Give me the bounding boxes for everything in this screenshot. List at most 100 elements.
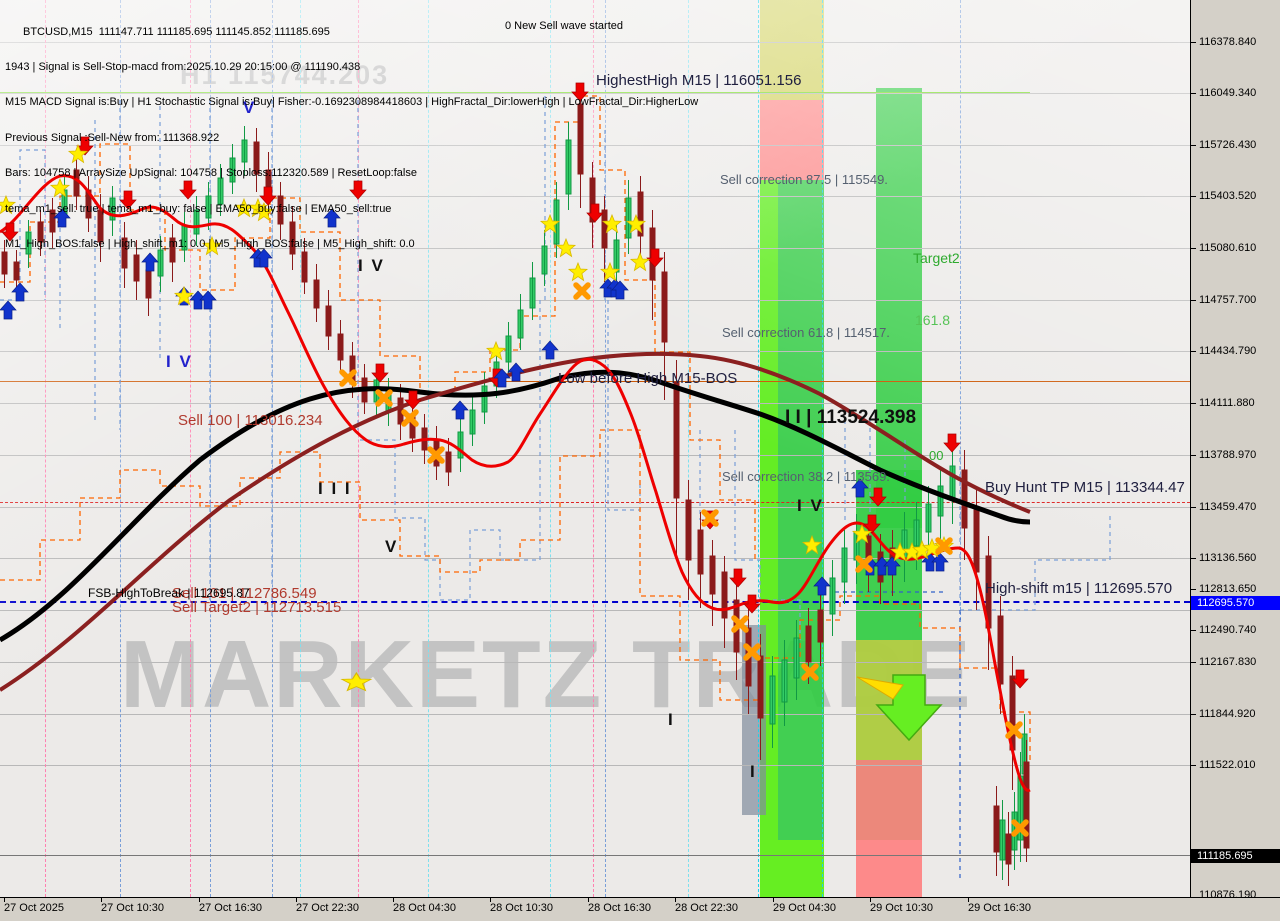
header-line-6: tema_m1_sell: true | tema_m1_buy: false … [5, 202, 392, 215]
price-tick: 112167.830 [1199, 656, 1257, 668]
price-tick: 111844.920 [1199, 708, 1256, 720]
buy-hunt-tp-line [0, 502, 1190, 503]
wave-marker-iv-upper: I V [358, 256, 385, 275]
header-line-4: Previous Signal :Sell-New from: 111368.9… [5, 131, 220, 144]
vgrid-session [550, 0, 552, 897]
wave-marker-iv-lower: I V [797, 496, 824, 515]
price-tick: 116049.340 [1199, 87, 1257, 99]
annotation-high-shift: High-shift m15 | 112695.570 [985, 580, 1173, 597]
time-tick: 29 Oct 10:30 [870, 902, 933, 914]
zone-red-upper [760, 100, 824, 180]
watermark-sub: H1 115744.203 [180, 60, 390, 90]
price-tick: 112813.650 [1199, 583, 1257, 595]
zone-green-target [876, 88, 922, 528]
hgrid-line [0, 145, 1190, 146]
annotation-sell-target2: Sell Target2 | 112713.515 [172, 599, 342, 616]
chart-info-header: BTCUSD,M15 111147.711 111185.695 111145.… [5, 3, 698, 274]
zone-red-lower [856, 760, 922, 897]
vgrid-session [45, 0, 47, 897]
annotation-161-8: 161.8 [915, 312, 951, 328]
price-tick: 114757.700 [1199, 294, 1257, 306]
time-tick: 27 Oct 10:30 [101, 902, 164, 914]
hgrid-line [0, 248, 1190, 249]
header-line-3: M15 MACD Signal is:Buy | H1 Stochastic S… [5, 96, 699, 109]
vgrid-session [605, 0, 607, 897]
annotation-zero-zero: 00 [929, 448, 944, 463]
vgrid-session [272, 0, 274, 897]
new-sell-wave-status: 0 New Sell wave started [505, 20, 623, 32]
vgrid-session [190, 0, 192, 897]
annotation-sell-101: Sell 101 | 112786.549 [172, 585, 317, 602]
wave-marker-i-upper: I [668, 710, 675, 729]
low-before-high-line [0, 381, 1190, 382]
candlestick-series [1, 90, 1030, 886]
price-tick: 114111.880 [1199, 397, 1255, 409]
annotation-target2: Target2 [913, 250, 960, 266]
vgrid-session [688, 0, 690, 897]
watermark-main: MARKETZ TRADE [120, 621, 973, 728]
price-tick: 115726.430 [1199, 139, 1257, 151]
zone-lightgreen-bottom [760, 840, 824, 897]
header-line-7: M1_High_BOS:false | High_shift_m1: 0.0 |… [5, 237, 415, 250]
high-shift-line [0, 601, 1190, 603]
price-tick: 113459.470 [1199, 501, 1257, 513]
price-axis[interactable]: 116378.840 116049.340 115726.430 115403.… [1190, 0, 1280, 901]
price-tick: 116378.840 [1199, 36, 1257, 48]
vgrid-session [960, 0, 962, 620]
header-line-1: BTCUSD,M15 111147.711 111185.695 111145.… [23, 25, 330, 38]
annotation-sell-100: Sell 100 | 113016.234 [178, 412, 323, 429]
annotation-sell-correction-618: Sell correction 61.8 | 114517. [722, 325, 890, 340]
wave-marker-iii: I I I [318, 479, 352, 498]
hgrid-line [0, 558, 1190, 559]
vgrid-session [120, 0, 122, 897]
hgrid-line [0, 93, 1190, 94]
price-badge-high-shift: 112695.570 [1191, 596, 1280, 610]
hgrid-line [0, 507, 1190, 508]
vgrid-session [758, 0, 760, 897]
annotation-highest-high: HighestHigh M15 | 116051.156 [596, 72, 802, 89]
annotation-fsb-high-to-break: FSB-HighToBreak | 112695.87 [88, 586, 250, 600]
header-line-2: 1943 | Signal is Sell-Stop-macd from:202… [5, 60, 361, 73]
zone-yellow-top [760, 0, 824, 100]
header-line-5: Bars: 104758 | ArraySize UpSignal: 10475… [5, 167, 417, 180]
vgrid-session [210, 0, 212, 897]
highest-high-line [0, 92, 1030, 93]
time-axis[interactable]: 27 Oct 2025 27 Oct 10:30 27 Oct 16:30 27… [0, 897, 1280, 921]
chart-plot-area[interactable]: MARKETZ TRADE H1 115744.203 [0, 0, 1191, 897]
price-tick: 111522.010 [1199, 759, 1256, 771]
price-tick: 115403.520 [1199, 190, 1257, 202]
wave-marker-i-lower: I [750, 762, 757, 781]
annotation-sell-correction-875: Sell correction 87.5 | 115549. [720, 172, 888, 187]
annotation-low-before-high: Low before High M15-BOS [558, 370, 738, 387]
time-tick: 28 Oct 04:30 [393, 902, 456, 914]
vgrid-session [822, 0, 824, 897]
time-tick: 29 Oct 16:30 [968, 902, 1031, 914]
hgrid-line [0, 765, 1190, 766]
annotation-buy-hunt-tp: Buy Hunt TP M15 | 113344.47 [985, 479, 1185, 496]
vgrid-session [300, 0, 302, 897]
time-tick: 28 Oct 22:30 [675, 902, 738, 914]
price-tick: 115080.610 [1199, 242, 1257, 254]
price-tick: 113136.560 [1199, 552, 1257, 564]
hgrid-line [0, 662, 1190, 663]
vgrid-session [593, 0, 595, 897]
big-down-arrow-marker [856, 674, 943, 742]
time-tick: 29 Oct 04:30 [773, 902, 836, 914]
annotation-sell-correction-382: Sell correction 38.2 | 113569. [722, 469, 890, 484]
time-tick: 27 Oct 22:30 [296, 902, 359, 914]
blue-structure-levels [0, 96, 1111, 880]
time-tick: 28 Oct 16:30 [588, 902, 651, 914]
vgrid-session [358, 0, 360, 897]
price-tick: 113788.970 [1199, 449, 1257, 461]
price-badge-current: 111185.695 [1191, 849, 1280, 863]
time-tick: 28 Oct 10:30 [490, 902, 553, 914]
annotation-level-ii: I I | 113524.398 [785, 407, 917, 428]
time-tick: 27 Oct 2025 [4, 902, 64, 914]
hgrid-line [0, 300, 1190, 301]
hgrid-line [0, 351, 1190, 352]
time-tick: 27 Oct 16:30 [199, 902, 262, 914]
wave-marker-v-blue: V [243, 98, 257, 117]
price-tick: 112490.740 [1199, 624, 1257, 636]
hgrid-line [0, 714, 1190, 715]
